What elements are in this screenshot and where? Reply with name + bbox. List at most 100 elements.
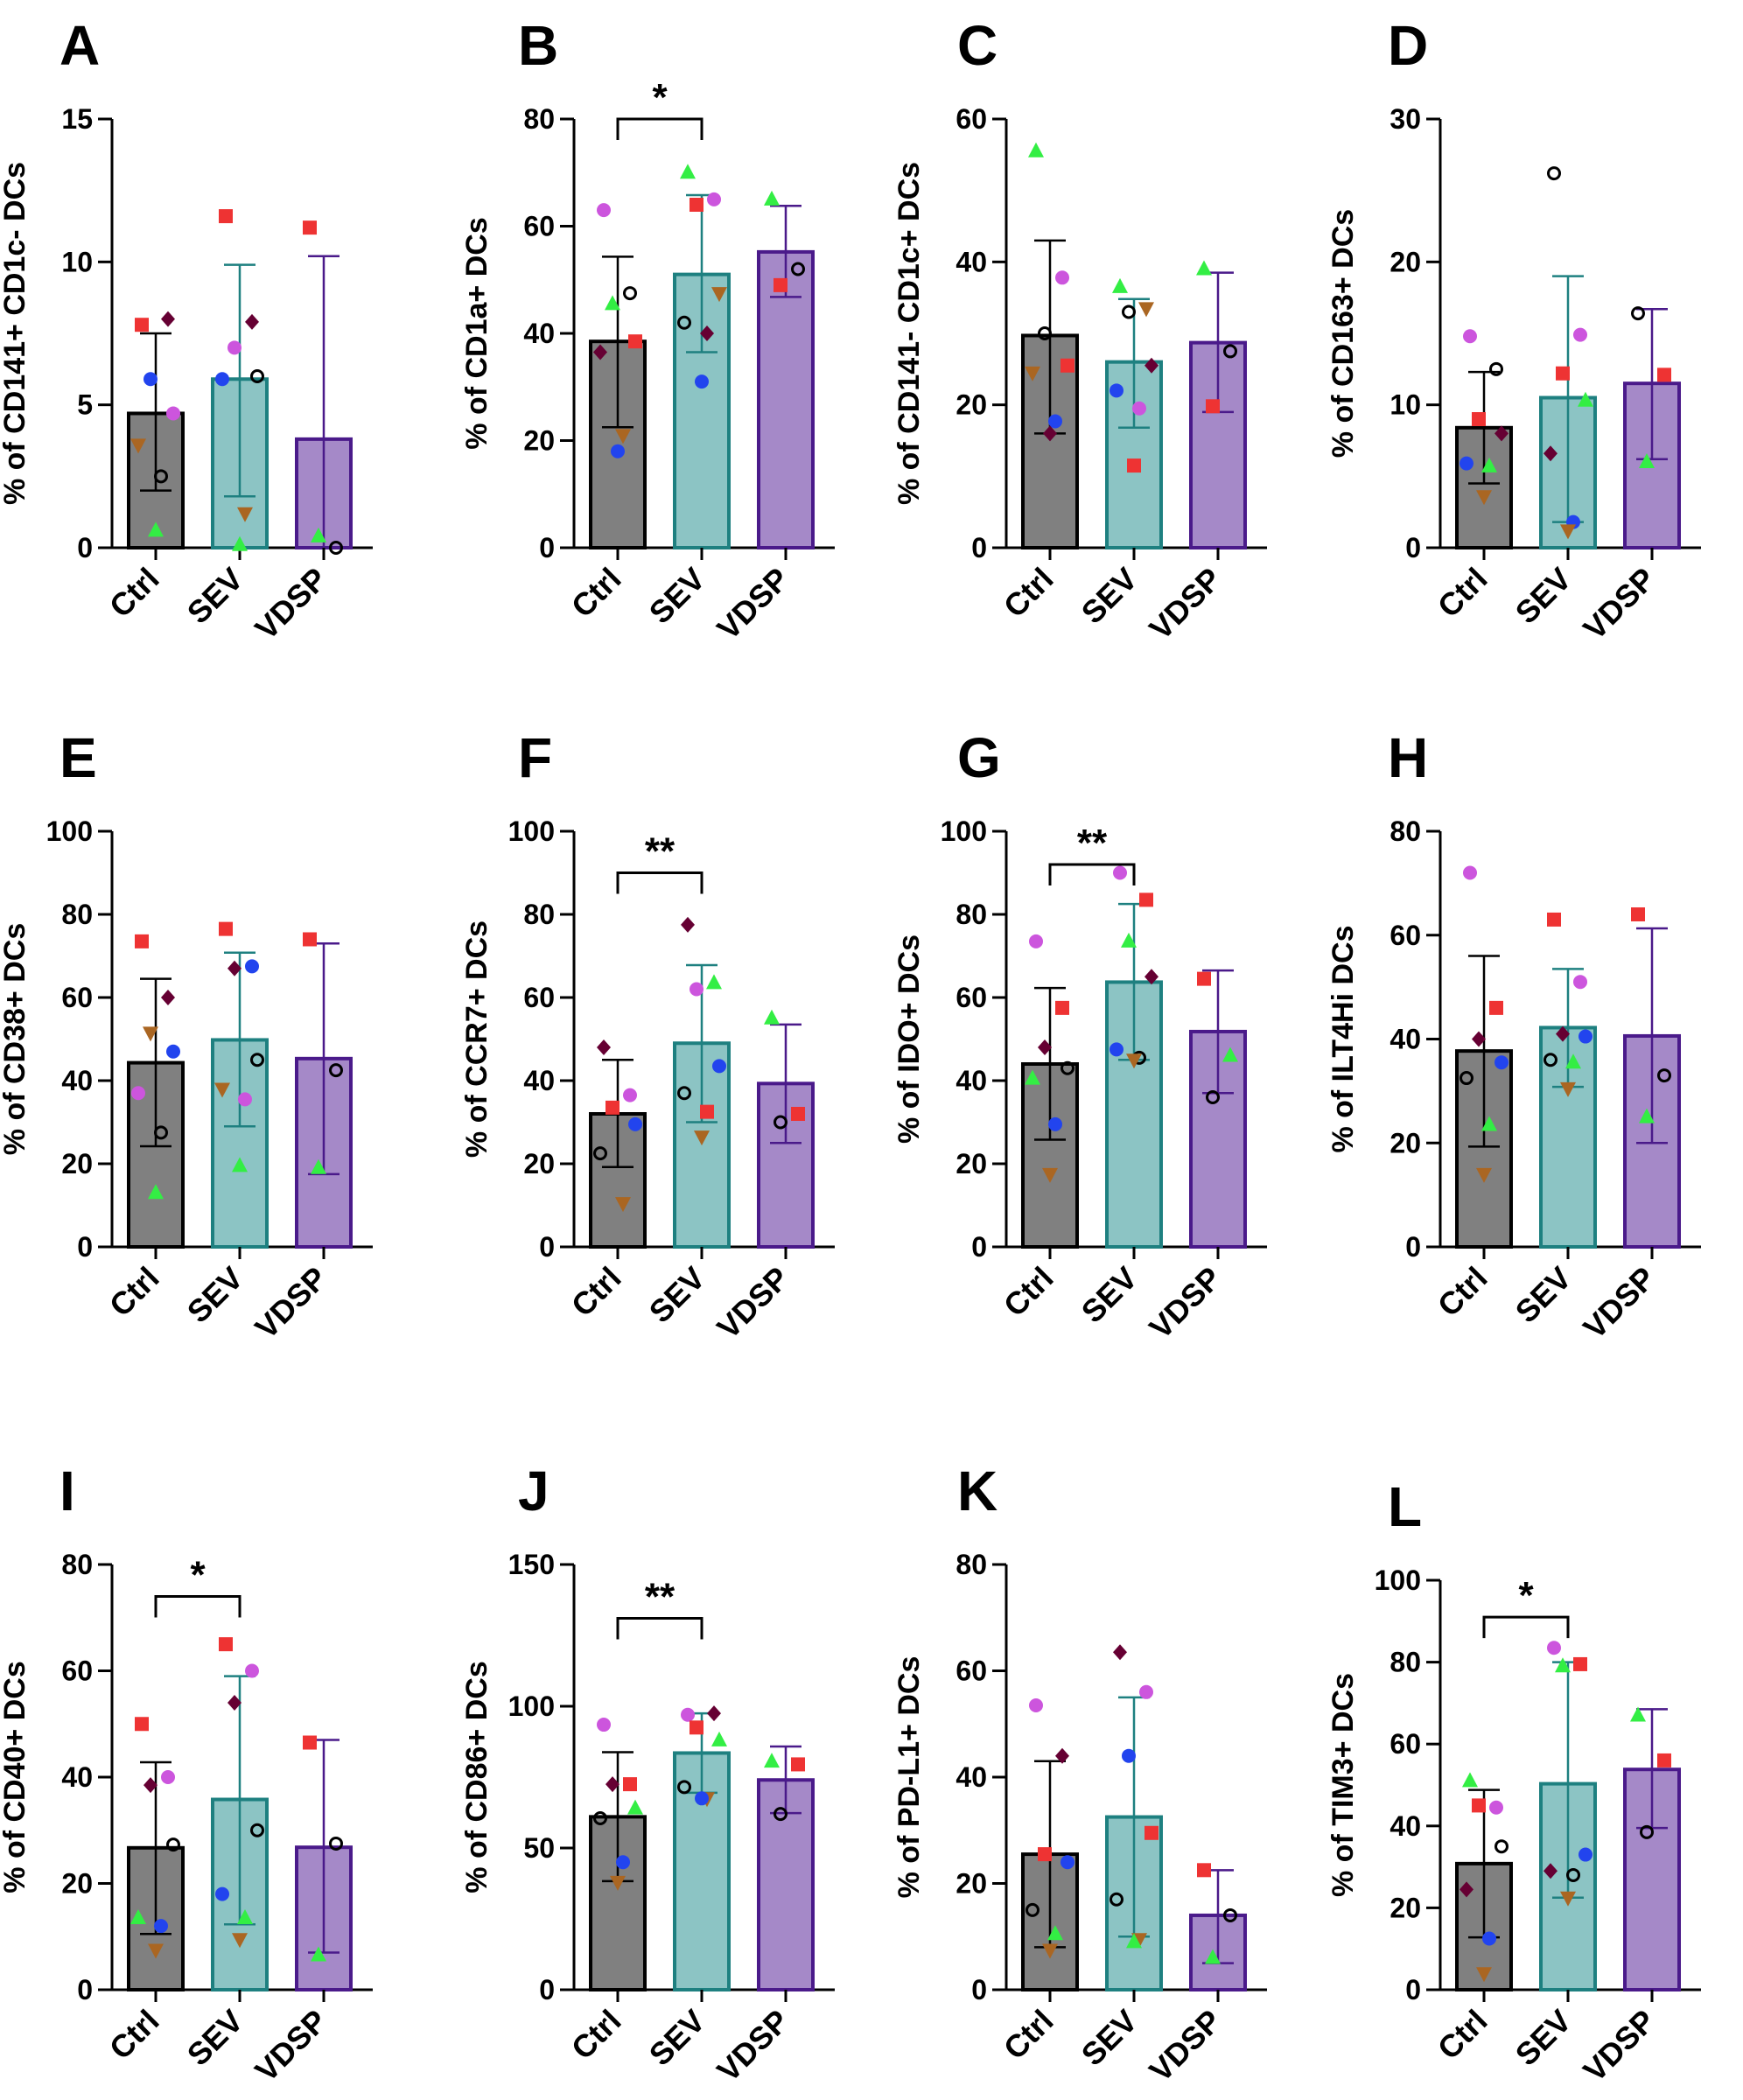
y-tick-label: 60 [61, 1656, 93, 1687]
data-point-maroon-diamond [700, 326, 714, 341]
data-point-brown-triangle [237, 507, 253, 522]
data-point-blue-circle [712, 1059, 726, 1074]
data-point-green-triangle [1025, 1069, 1040, 1085]
data-point-maroon-diamond [1494, 425, 1508, 442]
data-point-maroon-diamond [161, 311, 175, 327]
data-point-green-triangle [1481, 457, 1497, 472]
data-point-blue-circle [1048, 1116, 1062, 1131]
data-point-green-triangle [1565, 1054, 1581, 1069]
data-point-brown-triangle [610, 1875, 626, 1891]
data-point-open-circle [623, 286, 637, 301]
y-tick-label: 60 [956, 1656, 987, 1687]
y-tick-label: 60 [956, 982, 987, 1013]
data-point-open-circle [154, 1125, 168, 1140]
data-point-brown-triangle [615, 1197, 631, 1213]
y-tick-label: 100 [508, 1690, 555, 1722]
data-point-red-square [1489, 1000, 1503, 1015]
y-tick-label: 20 [61, 1868, 93, 1900]
y-tick-label: 60 [523, 982, 555, 1013]
data-point-brown-triangle [1126, 1054, 1142, 1069]
data-point-open-circle [1631, 306, 1645, 321]
data-point-magenta-circle [1029, 934, 1043, 948]
y-tick-label: 50 [523, 1832, 555, 1864]
y-tick-label: 0 [77, 1231, 93, 1263]
data-point-blue-circle [154, 1919, 168, 1934]
data-point-green-triangle [311, 1158, 326, 1174]
data-point-brown-triangle [711, 287, 727, 303]
x-tick-label-sev: SEV [642, 1260, 712, 1330]
x-tick-label-vdsp: VDSP [1576, 1260, 1662, 1346]
data-point-green-triangle [764, 1753, 780, 1768]
data-point-open-circle [1026, 1902, 1040, 1917]
data-point-green-triangle [1028, 142, 1044, 158]
y-tick-label: 40 [1390, 1810, 1421, 1842]
data-point-maroon-diamond [1144, 969, 1158, 985]
y-tick-label: 40 [61, 1761, 93, 1793]
data-point-red-square [628, 334, 642, 349]
y-tick-label: 60 [523, 211, 555, 242]
data-point-red-square [1038, 1847, 1052, 1862]
data-point-red-square [774, 277, 788, 292]
x-tick-label-ctrl: Ctrl [1431, 2003, 1494, 2067]
data-point-brown-triangle [1476, 1167, 1492, 1183]
data-point-open-circle [1122, 304, 1136, 319]
data-point-green-triangle [1578, 391, 1593, 407]
data-point-brown-triangle [130, 438, 146, 454]
data-point-red-square [1556, 366, 1570, 381]
data-point-brown-triangle [1025, 366, 1040, 382]
significance-bracket [1048, 863, 1136, 886]
panel-letter: H [1388, 726, 1428, 789]
data-point-red-square [1127, 458, 1141, 473]
data-point-brown-triangle [1476, 1967, 1492, 1983]
data-point-green-triangle [1196, 260, 1212, 276]
data-point-open-circle [677, 1086, 691, 1101]
panel-letter: L [1388, 1475, 1422, 1538]
data-point-open-circle [1566, 1867, 1580, 1882]
data-point-red-square [1472, 412, 1486, 426]
significance-label: * [1518, 1574, 1534, 1617]
y-axis-label: % of TIM3+ DCs [1326, 1673, 1360, 1897]
data-point-magenta-circle [166, 406, 180, 421]
data-point-magenta-circle [1489, 1800, 1503, 1815]
y-tick-label: 40 [1390, 1024, 1421, 1055]
y-tick-label: 60 [1390, 1728, 1421, 1760]
x-tick-label-sev: SEV [642, 561, 712, 631]
data-point-green-triangle [1126, 1933, 1142, 1949]
data-point-green-triangle [1205, 1949, 1221, 1964]
data-point-blue-circle [695, 374, 709, 389]
data-point-blue-circle [1048, 414, 1062, 429]
data-point-blue-circle [166, 1044, 180, 1059]
data-point-maroon-diamond [593, 344, 607, 360]
data-point-magenta-circle [161, 1770, 175, 1784]
data-point-magenta-circle [707, 192, 721, 206]
data-point-blue-circle [1494, 1055, 1508, 1070]
y-tick-label: 0 [971, 1974, 987, 2006]
panel-letter: F [518, 726, 552, 789]
data-point-open-circle [1494, 1839, 1508, 1854]
y-tick-label: 60 [1390, 920, 1421, 951]
data-point-magenta-circle [131, 1086, 145, 1101]
y-tick-label: 0 [539, 1974, 555, 2006]
data-point-open-circle [1223, 344, 1237, 359]
data-point-magenta-circle [1573, 975, 1587, 990]
data-point-red-square [1139, 892, 1153, 907]
data-point-blue-circle [245, 959, 259, 974]
data-point-maroon-diamond [707, 1705, 721, 1722]
data-point-blue-circle [628, 1116, 642, 1131]
y-tick-label: 20 [956, 1148, 987, 1180]
data-point-red-square [219, 921, 233, 936]
data-point-green-triangle [1462, 1772, 1478, 1788]
y-tick-label: 100 [508, 816, 555, 847]
data-point-open-circle [791, 262, 805, 276]
data-point-open-circle [774, 1807, 788, 1822]
data-point-red-square [219, 1637, 233, 1652]
data-point-magenta-circle [245, 1663, 259, 1678]
y-axis-label: % of CD163+ DCs [1326, 209, 1360, 458]
x-tick-label-sev: SEV [642, 2003, 712, 2073]
data-point-blue-circle [215, 372, 229, 387]
y-tick-label: 40 [956, 1761, 987, 1793]
data-point-maroon-diamond [1544, 445, 1558, 462]
data-point-open-circle [154, 469, 168, 484]
